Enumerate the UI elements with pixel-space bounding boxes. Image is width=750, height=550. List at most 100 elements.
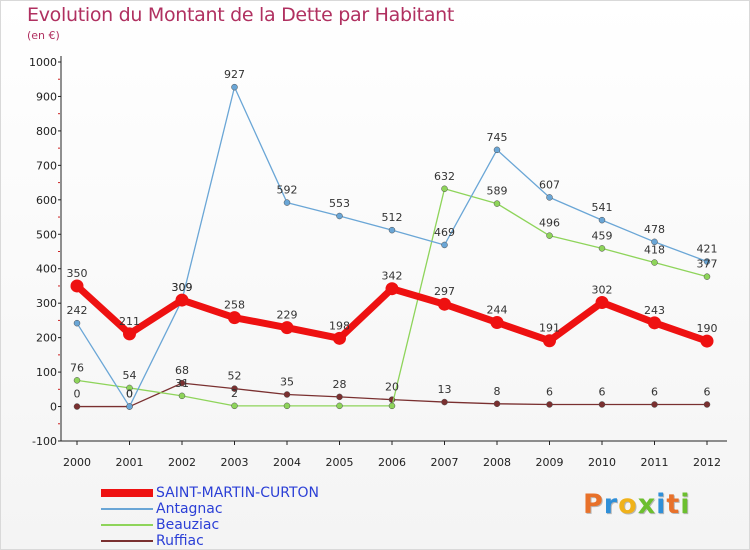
data-point — [231, 402, 238, 410]
series-line-antagnac — [76, 86, 708, 408]
data-label: 198 — [329, 319, 350, 332]
data-labels: 3502113092582291983422972441913022431902… — [67, 68, 718, 400]
data-label: 745 — [487, 131, 508, 144]
data-point — [438, 297, 451, 311]
data-label: 0 — [126, 388, 133, 401]
data-point — [598, 245, 606, 252]
x-tick-label: 2011 — [641, 456, 669, 469]
data-point — [651, 238, 658, 246]
legend-swatch — [101, 524, 153, 526]
axes: -100010020030040050060070080090010002000… — [29, 56, 727, 469]
data-label: 309 — [172, 281, 193, 294]
data-point — [598, 401, 606, 408]
data-label: 242 — [67, 304, 88, 317]
x-tick-label: 2008 — [483, 456, 511, 469]
x-tick-label: 2009 — [536, 456, 564, 469]
data-label: 243 — [644, 304, 665, 317]
data-point — [543, 334, 556, 348]
x-tick-label: 2006 — [378, 456, 406, 469]
data-label: 421 — [697, 242, 718, 255]
data-point — [280, 321, 294, 335]
legend-swatch — [101, 489, 153, 497]
data-point — [546, 401, 553, 408]
x-tick-label: 2001 — [116, 456, 144, 469]
y-tick-label: -100 — [32, 435, 57, 448]
data-point — [546, 232, 553, 239]
data-label: 68 — [175, 364, 189, 377]
data-label: 589 — [487, 185, 508, 198]
data-label: 8 — [494, 385, 501, 398]
y-tick-label: 100 — [36, 366, 57, 379]
data-point — [283, 391, 291, 398]
x-tick-label: 2002 — [168, 456, 196, 469]
data-point — [126, 384, 133, 392]
data-label: 592 — [277, 184, 298, 197]
data-label: 6 — [599, 385, 606, 398]
data-point — [490, 315, 504, 329]
data-label: 2 — [231, 387, 238, 400]
data-point — [231, 385, 238, 392]
data-point — [175, 293, 189, 307]
data-label: 377 — [697, 258, 718, 271]
logo-letter: i — [656, 489, 667, 520]
data-label: 229 — [277, 309, 298, 322]
data-point — [703, 273, 711, 280]
data-point — [333, 331, 346, 345]
data-label: 52 — [228, 370, 242, 383]
data-point — [283, 402, 291, 410]
y-tick-label: 200 — [36, 332, 57, 345]
data-point — [336, 212, 343, 220]
data-label: 54 — [123, 369, 137, 382]
x-tick-label: 2003 — [221, 456, 249, 469]
data-label: 297 — [434, 285, 455, 298]
y-tick-label: 700 — [36, 159, 57, 172]
data-label: 13 — [438, 383, 452, 396]
data-label: 607 — [539, 178, 560, 191]
y-tick-label: 800 — [36, 125, 57, 138]
data-point — [231, 83, 238, 91]
data-label: 512 — [382, 211, 403, 224]
legend-label: SAINT-MARTIN-CURTON — [156, 485, 319, 501]
data-point — [123, 327, 136, 341]
data-point — [493, 200, 501, 207]
data-label: 478 — [644, 223, 665, 236]
data-point — [703, 258, 711, 265]
data-label: 541 — [592, 201, 613, 214]
data-point — [441, 185, 448, 193]
data-point — [703, 401, 711, 408]
y-tick-label: 500 — [36, 228, 57, 241]
data-label: 309 — [172, 281, 193, 294]
data-point — [700, 334, 714, 348]
data-label: 302 — [592, 283, 613, 296]
data-point — [283, 199, 291, 206]
data-point — [546, 194, 553, 201]
data-point — [651, 401, 658, 408]
data-point — [595, 295, 609, 309]
data-label: 0 — [74, 388, 81, 401]
data-point — [651, 259, 658, 266]
y-tick-label: 900 — [36, 90, 57, 103]
y-tick-label: 1000 — [29, 56, 57, 69]
data-point — [493, 400, 501, 408]
data-point — [598, 216, 606, 224]
data-point — [388, 402, 396, 410]
data-label: 6 — [651, 385, 658, 398]
x-tick-label: 2000 — [63, 456, 91, 469]
legend-label: Antagnac — [156, 501, 223, 517]
data-point — [388, 226, 396, 234]
data-label: 191 — [539, 322, 560, 335]
series-layer — [70, 83, 714, 410]
data-point — [493, 146, 501, 154]
x-tick-label: 2004 — [273, 456, 301, 469]
legend-swatch — [101, 508, 153, 510]
chart-unit: (en €) — [27, 29, 60, 42]
data-label: 6 — [546, 385, 553, 398]
legend-swatch — [101, 540, 153, 542]
data-point — [648, 316, 661, 330]
data-label: 418 — [644, 244, 665, 257]
x-tick-label: 2007 — [431, 456, 459, 469]
data-label: 459 — [592, 229, 613, 242]
legend-label: Ruffiac — [156, 533, 204, 549]
data-point — [178, 379, 186, 387]
